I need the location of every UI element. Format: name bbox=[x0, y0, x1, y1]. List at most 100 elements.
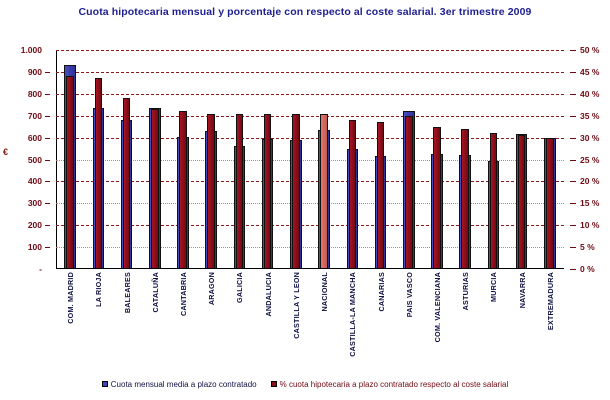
y-axis-left-tick-label: 1.000 bbox=[20, 45, 42, 55]
x-axis-category-label: NACIONAL bbox=[320, 272, 330, 312]
y-axis-right-tick-label: 35 % bbox=[580, 110, 600, 121]
legend-label: Cuota mensual media a plazo contratado bbox=[110, 379, 257, 389]
y-axis-right-tick-label: 45 % bbox=[580, 66, 600, 77]
bar-porcentaje-coste-salarial[interactable] bbox=[179, 111, 187, 269]
bar-porcentaje-coste-salarial[interactable] bbox=[546, 137, 554, 269]
x-axis-category-label: NAVARRA bbox=[517, 272, 527, 309]
bar-porcentaje-coste-salarial[interactable] bbox=[292, 113, 300, 269]
gridline bbox=[56, 225, 564, 227]
y-axis-left-tick-label: 300 bbox=[27, 198, 42, 209]
x-axis-category-label: GALICIA bbox=[235, 272, 245, 303]
gridline bbox=[56, 159, 564, 161]
y-axis-right-tick bbox=[570, 203, 576, 205]
y-axis-right-tick bbox=[570, 93, 576, 95]
y-axis-right-tick-label: 0 % bbox=[580, 264, 595, 274]
y-axis-left-tick bbox=[45, 137, 50, 139]
bar-group bbox=[84, 50, 112, 269]
y-axis-left-tick-label: 200 bbox=[27, 220, 42, 231]
bar-group bbox=[508, 50, 536, 269]
x-axis-category-label: PAIS VASCO bbox=[404, 272, 414, 318]
y-axis-right-tick bbox=[570, 50, 576, 51]
y-axis-left-tick-label: 700 bbox=[27, 110, 42, 121]
y-axis-right-tick bbox=[570, 71, 576, 73]
y-axis-left-tick bbox=[45, 203, 50, 205]
y-axis-right-tick-label: 30 % bbox=[580, 132, 600, 143]
bar-group bbox=[197, 50, 225, 269]
bar-group bbox=[310, 50, 338, 269]
bar-group bbox=[56, 50, 84, 269]
bar-porcentaje-coste-salarial[interactable] bbox=[235, 113, 244, 269]
bar-porcentaje-coste-salarial[interactable] bbox=[489, 133, 498, 269]
bar-group bbox=[282, 50, 310, 269]
y-axis-left-tick-label: 800 bbox=[27, 88, 42, 99]
x-axis-category-label: ASTURIAS bbox=[461, 272, 471, 311]
bar-porcentaje-coste-salarial[interactable] bbox=[122, 98, 131, 269]
bar-porcentaje-coste-salarial[interactable] bbox=[66, 76, 74, 269]
bar-porcentaje-coste-salarial[interactable] bbox=[320, 113, 328, 269]
bar-group bbox=[338, 50, 366, 269]
x-axis-category-label: LA RIOJA bbox=[94, 272, 104, 307]
y-axis-left-tick-label: 500 bbox=[27, 154, 42, 165]
legend-swatch-red-icon bbox=[270, 381, 277, 387]
x-axis-category-label: CATALUÑA bbox=[150, 272, 160, 313]
y-axis-left-tick-label: 400 bbox=[27, 176, 42, 187]
x-axis-category-label: ANDALUCIA bbox=[263, 272, 273, 317]
y-axis-right-tick-label: 25 % bbox=[580, 154, 600, 165]
y-axis-title: € bbox=[3, 147, 9, 157]
x-axis-category-label: COM. MADRID bbox=[66, 272, 76, 324]
x-axis-category-label: ARAGON bbox=[207, 272, 217, 306]
y-axis-right-tick-label: 5 % bbox=[580, 242, 595, 253]
bar-porcentaje-coste-salarial[interactable] bbox=[263, 113, 272, 269]
bar-porcentaje-coste-salarial[interactable] bbox=[348, 120, 357, 269]
y-axis-left-tick-label: 100 bbox=[27, 242, 42, 253]
bar-porcentaje-coste-salarial[interactable] bbox=[517, 135, 526, 269]
x-axis-category-label: CASTILLA-LA MANCHA bbox=[348, 272, 358, 357]
y-axis-right-tick bbox=[570, 225, 576, 227]
y-axis-right-tick bbox=[570, 137, 576, 139]
y-axis-left-tick bbox=[45, 225, 50, 227]
x-axis-category-label: COM. VALENCIANA bbox=[433, 272, 442, 343]
y-axis-right-tick bbox=[570, 181, 576, 183]
y-axis-left-tick-label: - bbox=[39, 264, 42, 274]
x-axis-category-label: BALEARES bbox=[122, 272, 132, 314]
bar-group bbox=[225, 50, 253, 269]
y-axis-right-tick-label: 20 % bbox=[580, 176, 600, 187]
bar-group bbox=[169, 50, 197, 269]
bar-porcentaje-coste-salarial[interactable] bbox=[405, 115, 413, 269]
legend-item[interactable]: Cuota mensual media a plazo contratado bbox=[101, 379, 257, 389]
y-axis-right-tick-label: 10 % bbox=[580, 220, 600, 231]
bar-group bbox=[536, 50, 564, 269]
bar-porcentaje-coste-salarial[interactable] bbox=[151, 109, 159, 269]
y-axis-left-tick bbox=[45, 181, 50, 183]
y-axis-left-tick bbox=[45, 247, 50, 249]
bar-group bbox=[141, 50, 169, 269]
gridline bbox=[56, 93, 564, 95]
x-axis-category-label: MURCIA bbox=[489, 272, 499, 302]
bar-porcentaje-coste-salarial[interactable] bbox=[207, 113, 215, 269]
bar-group bbox=[479, 50, 507, 269]
bar-group bbox=[423, 50, 451, 269]
bar-group bbox=[451, 50, 479, 269]
legend-swatch-blue-icon bbox=[101, 381, 108, 387]
gridline bbox=[56, 203, 564, 205]
y-axis-left-tick bbox=[45, 93, 50, 95]
bar-porcentaje-coste-salarial[interactable] bbox=[376, 122, 385, 269]
y-axis-left-tick-label: 600 bbox=[27, 132, 42, 143]
gridline bbox=[56, 181, 564, 183]
bar-porcentaje-coste-salarial[interactable] bbox=[94, 78, 103, 269]
x-axis-category-label: CANTABRIA bbox=[179, 272, 188, 316]
y-axis-left-tick-label: 900 bbox=[27, 66, 42, 77]
gridline bbox=[56, 137, 564, 139]
bar-porcentaje-coste-salarial[interactable] bbox=[461, 128, 469, 269]
bar-group bbox=[254, 50, 282, 269]
y-axis-left-tick bbox=[45, 71, 50, 73]
plot-area bbox=[56, 50, 564, 269]
x-axis-category-label: CANARIAS bbox=[376, 272, 386, 312]
y-axis-left-tick bbox=[45, 159, 50, 161]
y-axis-right-tick bbox=[570, 159, 576, 161]
bar-group bbox=[366, 50, 394, 269]
legend-item[interactable]: % cuota hipotecaria a plazo contratado r… bbox=[270, 380, 508, 389]
bar-porcentaje-coste-salarial[interactable] bbox=[433, 126, 441, 269]
gridline bbox=[56, 247, 564, 249]
